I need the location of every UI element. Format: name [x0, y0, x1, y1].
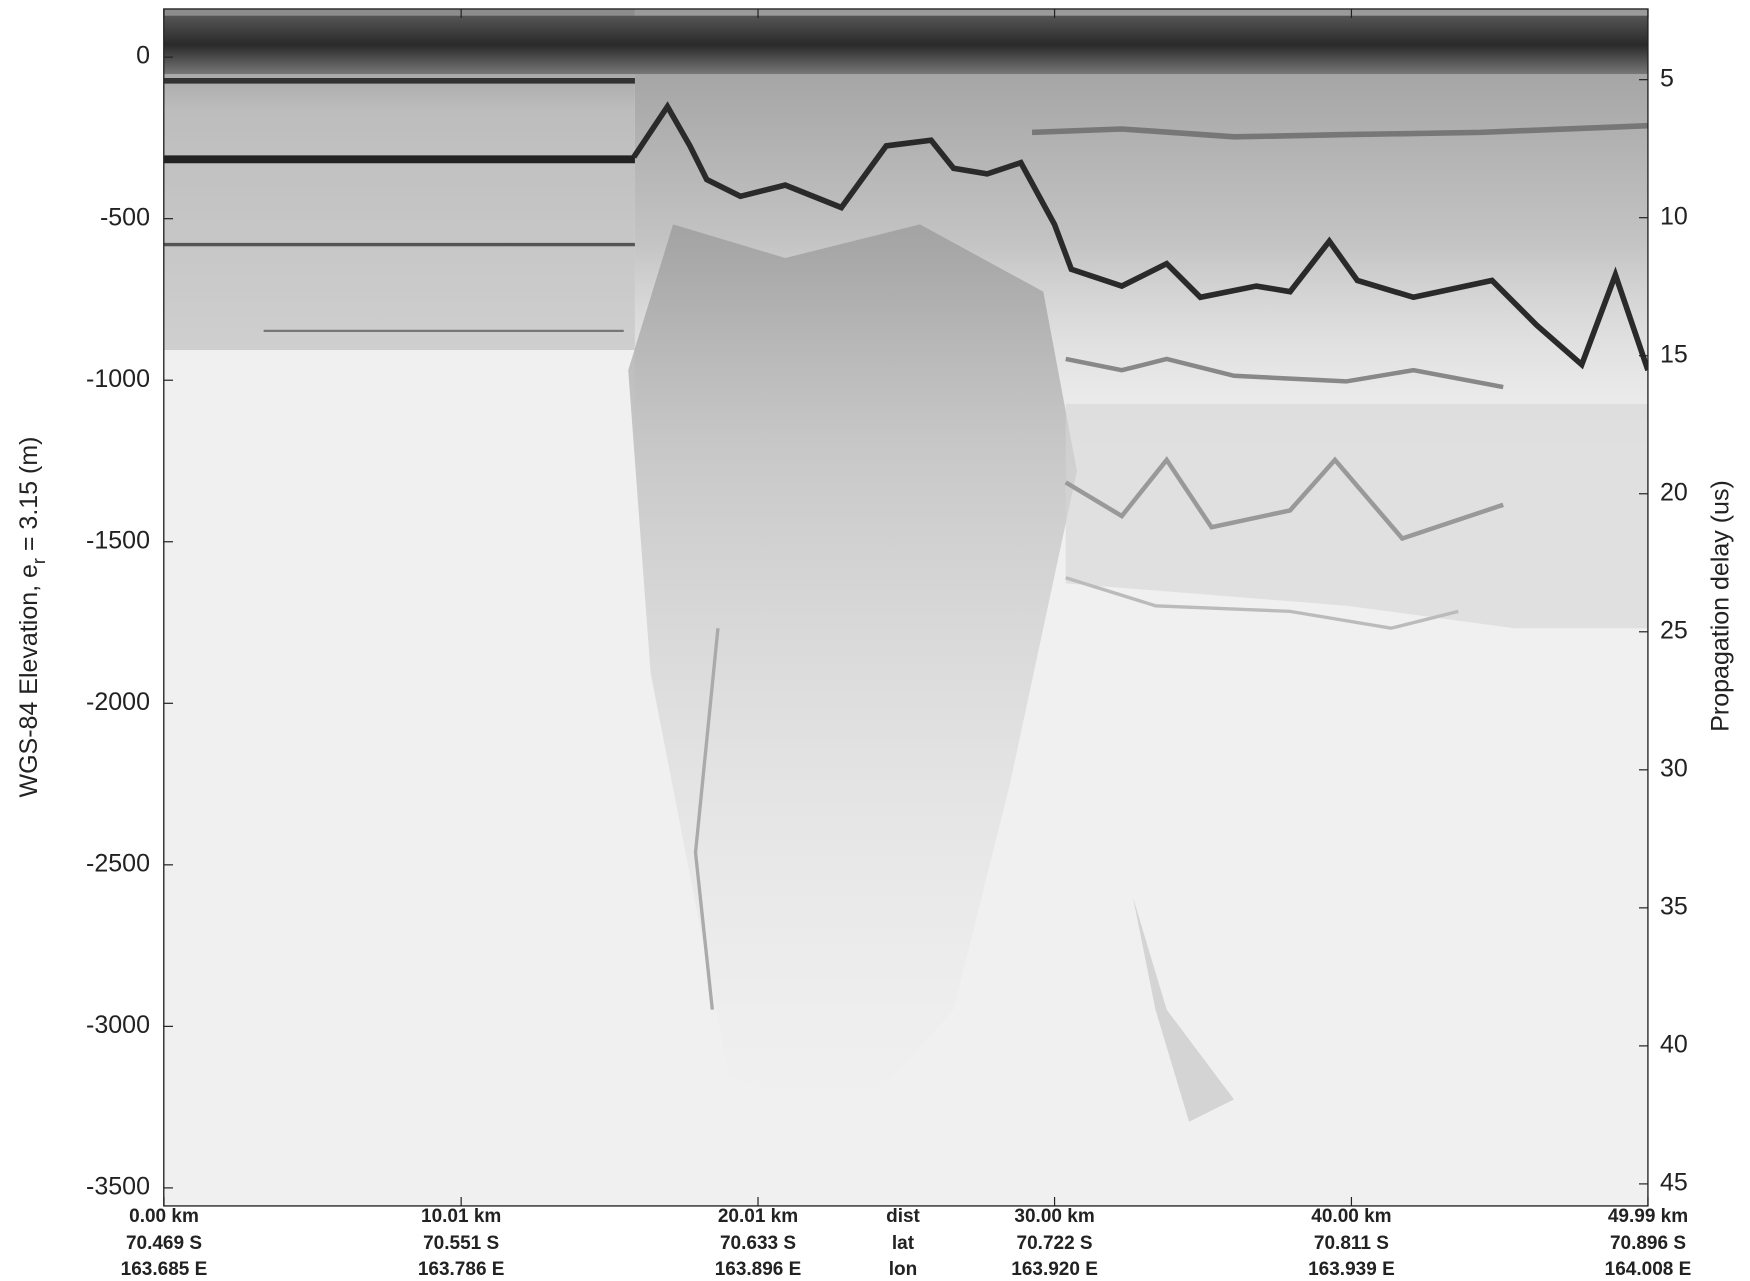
- lon-label: 163.920 E: [1011, 1259, 1098, 1280]
- x-tick-label: 30.00 km: [1014, 1206, 1094, 1227]
- row-label: lon: [889, 1259, 918, 1280]
- x-tick-label: 49.99 km: [1608, 1206, 1688, 1227]
- row-label: lat: [892, 1233, 915, 1254]
- x-tick-label: 10.01 km: [421, 1206, 501, 1227]
- x-tick-label: 0.00 km: [129, 1206, 199, 1227]
- y-axis-label: WGS-84 Elevation, er = 3.15 (m): [15, 436, 49, 797]
- lon-label: 163.896 E: [715, 1259, 802, 1280]
- lat-label: 70.469 S: [126, 1233, 202, 1254]
- y-tick-label: -3000: [86, 1011, 150, 1039]
- y2-tick-label: 30: [1660, 754, 1688, 782]
- y-label-text: WGS-84 Elevation, e: [15, 564, 43, 797]
- y-label-subscript: r: [29, 558, 49, 564]
- lon-label: 163.685 E: [121, 1259, 208, 1280]
- lat-label: 70.633 S: [720, 1233, 796, 1254]
- y-tick-label: 0: [136, 42, 150, 70]
- lat-label: 70.811 S: [1314, 1233, 1389, 1254]
- y-tick-label: -3500: [86, 1173, 150, 1201]
- row-label: dist: [886, 1206, 920, 1227]
- lon-label: 164.008 E: [1605, 1259, 1692, 1280]
- y2-tick-label: 45: [1660, 1169, 1688, 1197]
- y2-tick-label: 35: [1660, 892, 1688, 920]
- lon-label: 163.786 E: [418, 1259, 505, 1280]
- lat-label: 70.722 S: [1017, 1233, 1093, 1254]
- y-label-rest: = 3.15 (m): [15, 436, 43, 558]
- y-tick-label: -1000: [86, 365, 150, 393]
- y2-axis-label: Propagation delay (us): [1707, 480, 1735, 732]
- y2-tick-label: 40: [1660, 1030, 1688, 1058]
- y2-tick-label: 5: [1660, 64, 1674, 92]
- lon-label: 163.939 E: [1308, 1259, 1395, 1280]
- y2-tick-label: 15: [1660, 340, 1688, 368]
- y2-tick-label: 10: [1660, 202, 1688, 230]
- lat-label: 70.551 S: [423, 1233, 499, 1254]
- radargram: [163, 8, 1649, 1207]
- y-tick-label: -500: [100, 203, 150, 231]
- y-tick-label: -1500: [86, 526, 150, 554]
- y-tick-label: -2000: [86, 688, 150, 716]
- x-tick-label: 20.01 km: [718, 1206, 798, 1227]
- y2-tick-label: 20: [1660, 478, 1688, 506]
- lat-label: 70.896 S: [1610, 1233, 1686, 1254]
- y-tick-label: -2500: [86, 849, 150, 877]
- y2-tick-label: 25: [1660, 616, 1688, 644]
- x-tick-label: 40.00 km: [1311, 1206, 1391, 1227]
